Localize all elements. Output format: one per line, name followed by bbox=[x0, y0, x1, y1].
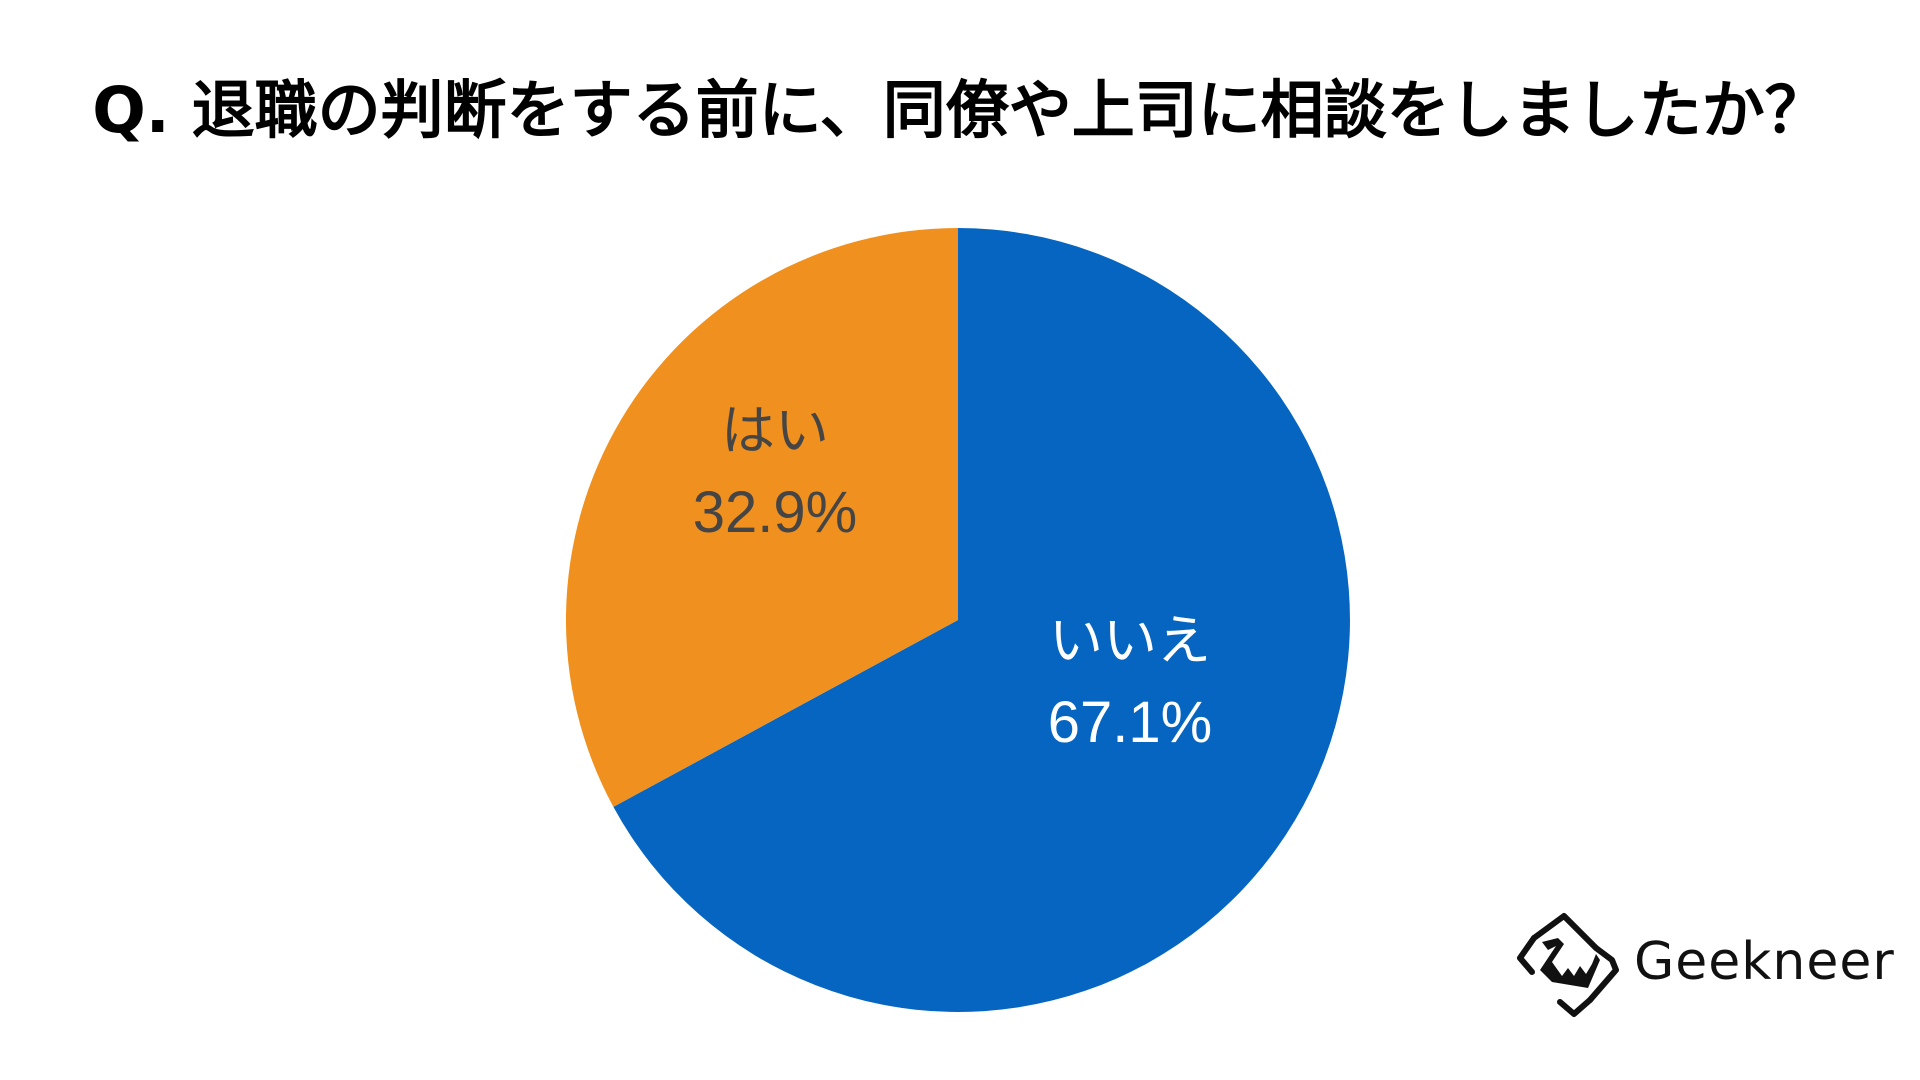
geekneer-logo-icon bbox=[1517, 913, 1619, 1017]
slice-value-yes: 32.9% bbox=[692, 480, 858, 545]
pie-slice-no bbox=[613, 228, 1350, 1012]
slice-label-yes: はい 32.9% bbox=[660, 390, 890, 554]
pie-slice-yes bbox=[565, 228, 958, 807]
chart-title: Q. 退職の判断をする前に、同僚や上司に相談をしましたか？ bbox=[92, 74, 1828, 147]
slice-name-yes: はい bbox=[721, 399, 829, 462]
brand-logo: Geekneer bbox=[1512, 910, 1894, 1022]
slice-name-no: いいえ bbox=[1049, 609, 1211, 672]
slice-value-no: 67.1% bbox=[1047, 690, 1213, 755]
logo-text: Geekneer bbox=[1634, 932, 1895, 992]
slice-label-no: いいえ 67.1% bbox=[1010, 600, 1250, 764]
